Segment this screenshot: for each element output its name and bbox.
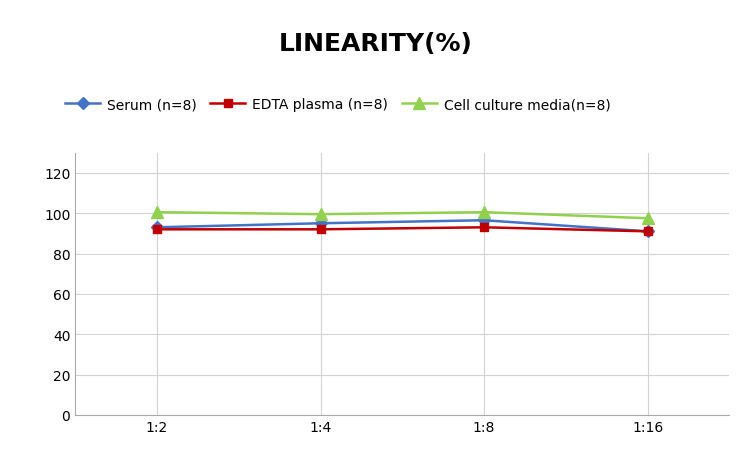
Text: LINEARITY(%): LINEARITY(%) bbox=[279, 32, 473, 55]
EDTA plasma (n=8) bbox=[316, 227, 325, 233]
Cell culture media(n=8) bbox=[480, 210, 489, 216]
Serum (n=8) bbox=[153, 225, 162, 230]
EDTA plasma (n=8) bbox=[153, 227, 162, 233]
Cell culture media(n=8) bbox=[316, 212, 325, 217]
Legend: Serum (n=8), EDTA plasma (n=8), Cell culture media(n=8): Serum (n=8), EDTA plasma (n=8), Cell cul… bbox=[59, 92, 616, 118]
EDTA plasma (n=8) bbox=[480, 225, 489, 230]
Line: Cell culture media(n=8): Cell culture media(n=8) bbox=[151, 207, 653, 224]
Line: Serum (n=8): Serum (n=8) bbox=[153, 216, 652, 236]
Cell culture media(n=8) bbox=[643, 216, 652, 221]
Serum (n=8) bbox=[643, 229, 652, 235]
Cell culture media(n=8) bbox=[153, 210, 162, 216]
EDTA plasma (n=8) bbox=[643, 229, 652, 235]
Serum (n=8) bbox=[480, 218, 489, 223]
Serum (n=8) bbox=[316, 221, 325, 226]
Line: EDTA plasma (n=8): EDTA plasma (n=8) bbox=[153, 224, 652, 236]
